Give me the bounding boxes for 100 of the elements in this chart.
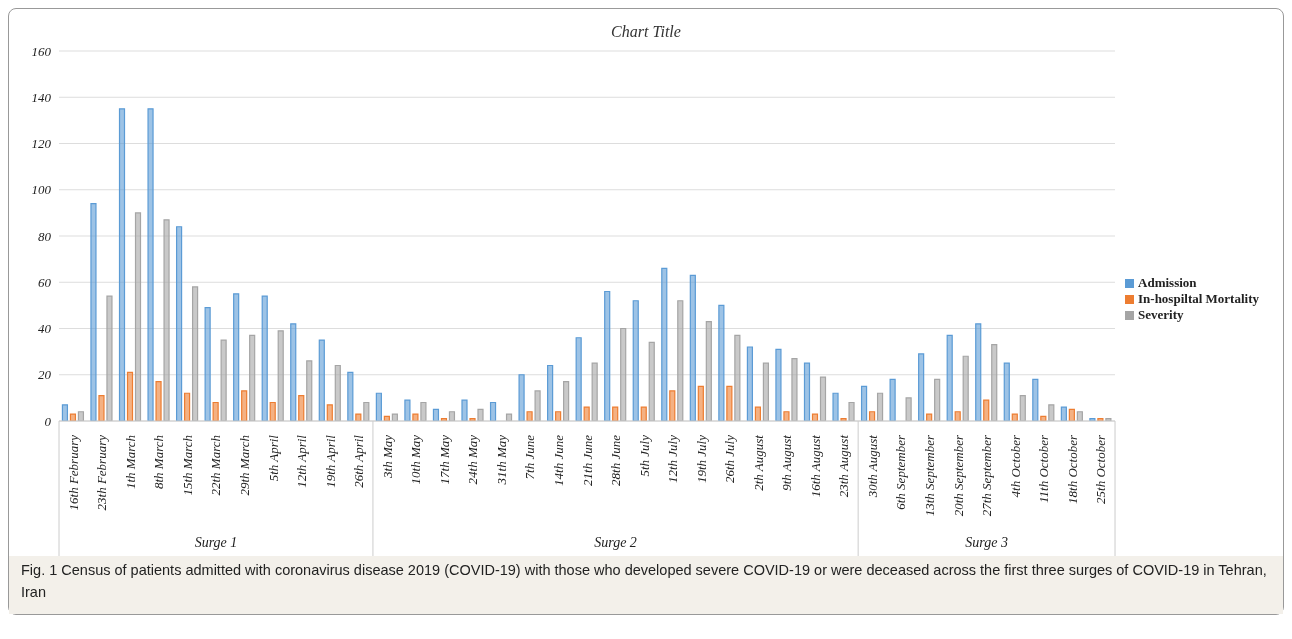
x-tick-label: 22th March <box>208 435 224 496</box>
bar <box>547 364 554 421</box>
bar <box>518 374 525 421</box>
bar <box>134 212 142 421</box>
bar <box>775 348 782 421</box>
bar <box>77 411 85 421</box>
y-tick-label: 0 <box>44 413 52 429</box>
text: Surge 1 <box>194 535 238 550</box>
bar <box>1076 411 1083 421</box>
x-tick-label: 11th October <box>1036 434 1052 503</box>
bar <box>648 341 655 421</box>
bar <box>876 392 884 421</box>
bar <box>212 401 219 421</box>
bar <box>183 392 191 421</box>
x-tick-label: 9th August <box>779 434 795 491</box>
y-tick-label: 80 <box>38 228 52 244</box>
y-tick-label: 120 <box>31 136 52 152</box>
x-tick-label: 19th July <box>693 434 709 484</box>
x-tick-label: 30th August <box>864 434 880 499</box>
x-tick-label: 1th March <box>122 435 138 490</box>
x-tick-label: 20th September <box>950 434 966 517</box>
bar <box>489 401 497 421</box>
bar <box>526 411 533 421</box>
bar <box>563 381 570 421</box>
bar <box>848 401 855 421</box>
x-tick-label: 27th September <box>979 434 995 517</box>
bar <box>612 406 619 421</box>
bar <box>661 267 668 421</box>
bar <box>477 408 484 421</box>
bar <box>754 406 762 421</box>
bar <box>632 300 639 421</box>
x-tick-label: 12th April <box>294 434 310 488</box>
x-tick-label: 24th May <box>465 434 481 485</box>
x-tick-label: 28th June <box>608 434 624 486</box>
y-tick-label: 20 <box>38 367 52 383</box>
x-tick-label: 3th May <box>379 434 395 479</box>
bar <box>241 390 248 421</box>
legend-label: Severity <box>1138 306 1184 322</box>
bar <box>61 404 69 421</box>
bar <box>640 406 647 421</box>
x-tick-label: 29th March <box>237 435 253 496</box>
x-tick-label: 26th April <box>351 434 367 488</box>
bar <box>803 362 811 421</box>
bar <box>98 394 105 421</box>
bar <box>591 362 598 421</box>
bar <box>1011 413 1018 421</box>
x-tick-label: 16th February <box>65 434 81 511</box>
x-tick-label: 23th February <box>94 434 110 511</box>
bar <box>1032 378 1039 421</box>
chart-title: Chart Title <box>610 22 682 41</box>
bar <box>412 413 419 421</box>
bar <box>318 339 325 421</box>
bar <box>175 226 183 421</box>
bar <box>118 108 126 421</box>
x-tick-label: 5th April <box>265 434 281 482</box>
x-tick-label: 15th March <box>179 435 195 496</box>
caption: Fig. 1 Census of patients admitted with coronavirus disease 2019 (COVID-19) with those who developed severe COVID-19 or were deceased across the first three surges of COVID-19 in Tehran, Iran <box>9 556 1283 614</box>
bar <box>819 376 827 421</box>
x-tick-label: 12th July <box>665 434 681 484</box>
bar <box>918 353 925 421</box>
bar <box>860 385 868 421</box>
text: Surge 3 <box>965 535 1008 550</box>
x-tick-label: 6th September <box>893 434 909 510</box>
bar <box>461 399 468 421</box>
x-tick-label: 18th October <box>1064 434 1080 504</box>
bar <box>954 411 961 421</box>
bar <box>689 274 696 421</box>
bar <box>334 364 341 421</box>
y-tick-label: 160 <box>31 43 52 59</box>
bar <box>306 360 313 421</box>
bar <box>163 219 170 421</box>
legend-label: Admission <box>1138 274 1197 290</box>
x-tick-label: 7th June <box>522 434 538 480</box>
bar <box>375 392 382 421</box>
bar <box>697 385 704 421</box>
bar <box>69 413 77 421</box>
bar <box>404 399 411 421</box>
x-tick-label: 21th June <box>579 434 595 486</box>
x-tick-label: 13th September <box>922 434 937 517</box>
bar <box>391 413 398 421</box>
bar <box>762 362 770 421</box>
bar <box>1019 394 1026 421</box>
bar <box>1060 406 1067 421</box>
y-tick-label: 60 <box>38 274 52 290</box>
bar <box>555 411 562 421</box>
bar <box>991 344 998 421</box>
bar <box>290 323 297 421</box>
y-tick-label: 140 <box>31 89 52 105</box>
bar <box>90 203 97 421</box>
bar <box>448 411 456 421</box>
x-tick-label: 5th July <box>636 434 652 477</box>
bar <box>946 334 953 421</box>
bar <box>975 323 982 421</box>
bar <box>233 293 240 421</box>
bar <box>677 300 684 421</box>
bar <box>983 399 990 421</box>
bar <box>155 381 162 421</box>
bar <box>277 330 284 421</box>
bar <box>505 413 513 421</box>
bar <box>962 355 969 421</box>
